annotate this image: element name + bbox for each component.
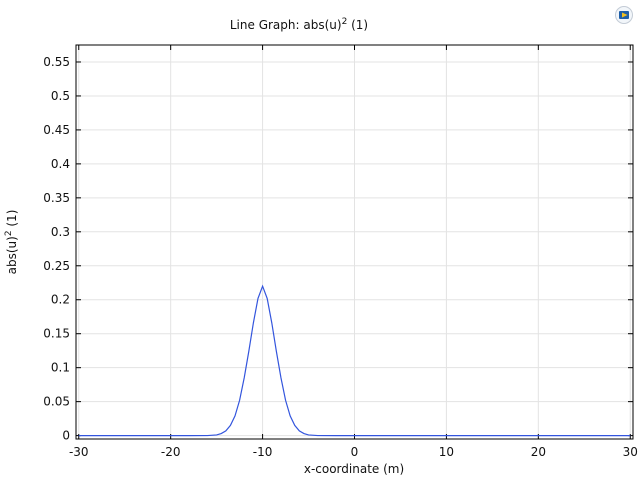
y-tick-label: 0.45 [43, 123, 70, 137]
y-tick-label: 0.5 [51, 89, 70, 103]
y-tick-label: 0.4 [51, 157, 70, 171]
x-tick-label: 10 [439, 445, 454, 459]
axis-ticks [76, 45, 633, 439]
y-tick-label: 0.1 [51, 361, 70, 375]
x-tick-label: 0 [351, 445, 359, 459]
y-tick-label: 0.2 [51, 293, 70, 307]
y-tick-label: 0.3 [51, 225, 70, 239]
chart-title: Line Graph: abs(u)2 (1) [230, 17, 368, 32]
y-tick-label: 0.15 [43, 327, 70, 341]
y-tick-label: 0.25 [43, 259, 70, 273]
app-logo-icon [614, 5, 634, 25]
x-tick-labels: -30 -20 -10 0 10 20 30 [69, 445, 638, 459]
y-tick-label: 0.05 [43, 395, 70, 409]
y-tick-label: 0.55 [43, 55, 70, 69]
y-tick-label: 0 [62, 429, 70, 443]
x-tick-label: -20 [161, 445, 181, 459]
y-tick-labels: 0 0.05 0.1 0.15 0.2 0.25 0.3 0.35 0.4 0.45 0.5 0.55 [43, 55, 70, 443]
x-tick-label: -30 [69, 445, 89, 459]
y-axis-label: abs(u)2 (1) [4, 210, 19, 275]
grid [76, 45, 633, 439]
x-tick-label: 30 [623, 445, 638, 459]
x-axis-label: x-coordinate (m) [304, 462, 404, 476]
x-tick-label: 20 [531, 445, 546, 459]
series-line [78, 284, 631, 437]
y-tick-label: 0.35 [43, 191, 70, 205]
x-tick-label: -10 [253, 445, 273, 459]
